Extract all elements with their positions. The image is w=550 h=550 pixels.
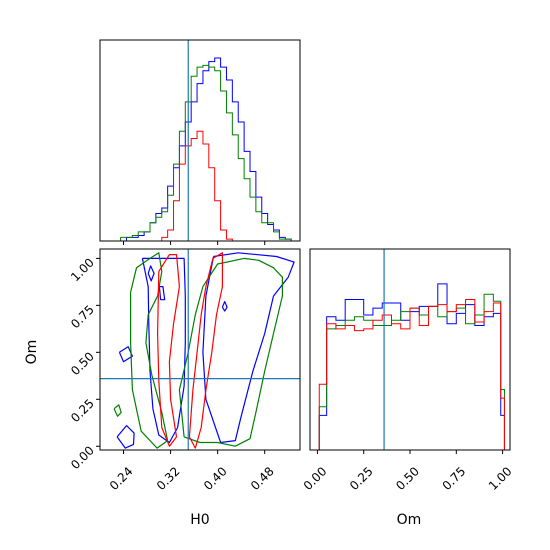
y-axis-label-om: Om — [24, 340, 40, 365]
histogram-series-0 — [315, 283, 505, 450]
contour-series-0-path — [141, 257, 186, 444]
contour-series-2-path — [188, 252, 223, 449]
contour-series-0-path — [147, 265, 155, 282]
x-axis-label-om: Om — [397, 512, 422, 528]
contour-series-1-path — [130, 252, 169, 449]
panel-frame — [309, 248, 511, 451]
contour-series-0-path — [158, 286, 166, 301]
x-axis-label-h0: H0 — [190, 512, 209, 528]
histogram-series-1 — [102, 64, 292, 241]
histogram-om-panel: 0.00 0.25 0.50 0.75 1.00 — [301, 248, 515, 493]
x-tick-label: 0.24 — [107, 464, 136, 493]
panel-frame — [99, 248, 301, 451]
contour-series-0-path — [221, 301, 228, 312]
y-tick-label: 0.50 — [68, 349, 97, 378]
panel-frame — [99, 39, 301, 242]
histogram-series-2 — [315, 298, 505, 450]
y-tick-label: 0.25 — [68, 396, 97, 425]
x-tick-label: 0.32 — [154, 464, 183, 493]
x-tick-label: 0.40 — [201, 464, 230, 493]
contour-h0-om-panel: 0.24 0.32 0.40 0.48 0.00 0.25 0.50 0.75 1.00 — [68, 248, 301, 493]
histogram-series-0 — [102, 57, 292, 241]
x-tick-label: 0.48 — [248, 464, 277, 493]
y-tick-label: 0.00 — [68, 443, 97, 472]
contour-series-1-path — [178, 257, 283, 447]
plot-area — [102, 40, 292, 241]
y-tick-label: 0.75 — [68, 302, 97, 331]
contour-series-2-path — [157, 254, 180, 447]
x-tick-label: 0.00 — [301, 464, 330, 493]
plot-area — [100, 249, 300, 450]
contour-series-0-path — [116, 425, 135, 449]
contour-series-0-path — [202, 252, 295, 444]
x-tick-label: 0.25 — [347, 464, 376, 493]
x-tick-label: 0.50 — [393, 464, 422, 493]
x-tick-label: 0.75 — [440, 464, 469, 493]
plot-area — [315, 249, 505, 450]
contour-series-0-path — [118, 346, 133, 363]
histogram-h0-panel — [99, 39, 301, 245]
y-tick-label: 1.00 — [68, 255, 97, 284]
x-tick-label: 1.00 — [486, 464, 515, 493]
contour-series-1-path — [113, 404, 122, 417]
histogram-series-2 — [102, 130, 292, 241]
